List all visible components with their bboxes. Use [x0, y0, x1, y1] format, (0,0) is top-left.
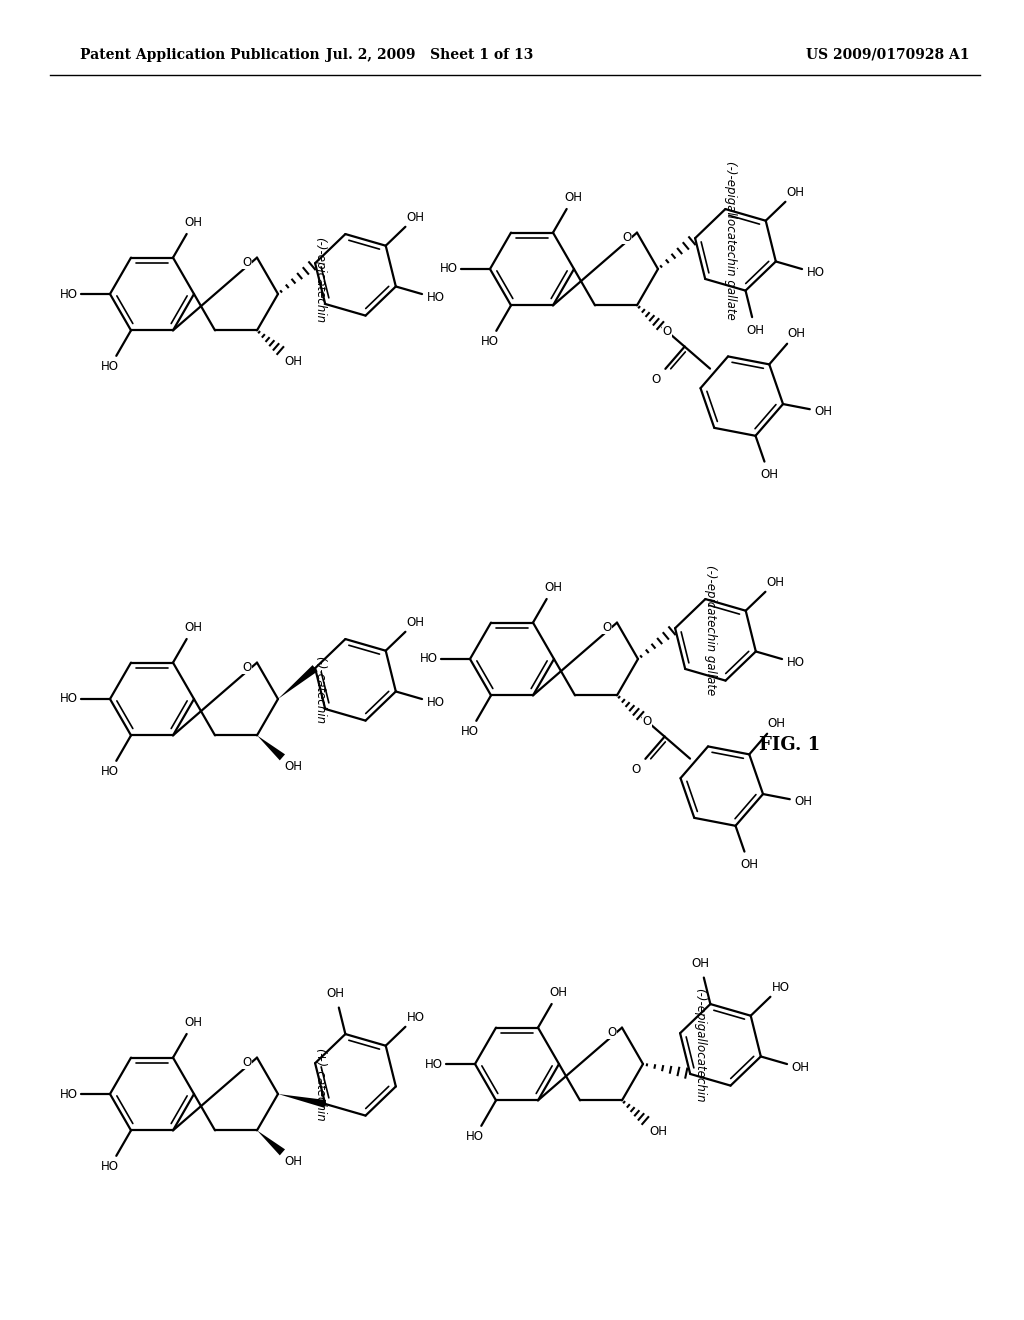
Text: OH: OH: [544, 581, 562, 594]
Polygon shape: [278, 1094, 326, 1107]
Text: OH: OH: [407, 211, 425, 223]
Text: OH: OH: [184, 622, 202, 634]
Text: OH: OH: [284, 355, 302, 368]
Text: OH: OH: [746, 325, 765, 337]
Text: HO: HO: [426, 292, 444, 305]
Text: FIG. 1: FIG. 1: [760, 737, 820, 754]
Text: HO: HO: [101, 360, 120, 372]
Text: HO: HO: [59, 288, 78, 301]
Text: OH: OH: [792, 1061, 810, 1074]
Text: OH: OH: [564, 191, 583, 205]
Text: HO: HO: [407, 1011, 425, 1023]
Text: O: O: [243, 661, 252, 675]
Text: HO: HO: [59, 693, 78, 705]
Polygon shape: [257, 735, 285, 760]
Text: OH: OH: [184, 1016, 202, 1030]
Text: OH: OH: [767, 717, 785, 730]
Text: OH: OH: [184, 216, 202, 230]
Text: (-)-epicatechin gallate: (-)-epicatechin gallate: [703, 565, 717, 696]
Text: HO: HO: [807, 267, 824, 280]
Text: O: O: [607, 1026, 616, 1039]
Text: O: O: [651, 374, 660, 385]
Text: (-)-epigallocatechin gallate: (-)-epigallocatechin gallate: [724, 161, 736, 319]
Text: HO: HO: [425, 1057, 442, 1071]
Text: OH: OH: [284, 760, 302, 774]
Text: OH: OH: [740, 858, 758, 871]
Text: OH: OH: [691, 957, 710, 970]
Text: OH: OH: [760, 469, 778, 482]
Text: OH: OH: [787, 326, 805, 339]
Polygon shape: [278, 665, 317, 700]
Polygon shape: [257, 1130, 285, 1155]
Text: O: O: [602, 622, 611, 634]
Text: (-)-epicatechin: (-)-epicatechin: [313, 236, 327, 323]
Text: HO: HO: [786, 656, 805, 669]
Text: OH: OH: [786, 186, 805, 198]
Text: HO: HO: [59, 1088, 78, 1101]
Text: (-)-catechin: (-)-catechin: [313, 656, 327, 725]
Text: OH: OH: [767, 576, 784, 589]
Text: (-)-epigallocatechin: (-)-epigallocatechin: [693, 987, 707, 1102]
Text: HO: HO: [101, 1160, 120, 1172]
Text: OH: OH: [649, 1125, 667, 1138]
Text: HO: HO: [466, 1130, 484, 1143]
Text: O: O: [243, 256, 252, 269]
Text: O: O: [243, 1056, 252, 1069]
Text: HO: HO: [771, 981, 790, 994]
Text: HO: HO: [420, 652, 437, 665]
Text: HO: HO: [461, 725, 479, 738]
Text: O: O: [623, 231, 632, 244]
Text: US 2009/0170928 A1: US 2009/0170928 A1: [807, 48, 970, 62]
Text: OH: OH: [549, 986, 567, 999]
Text: O: O: [663, 325, 672, 338]
Text: HO: HO: [481, 335, 500, 347]
Text: OH: OH: [284, 1155, 302, 1168]
Text: OH: OH: [795, 796, 813, 808]
Text: O: O: [642, 715, 651, 727]
Text: OH: OH: [814, 405, 833, 418]
Text: (+)-catechin: (+)-catechin: [313, 1048, 327, 1122]
Text: OH: OH: [407, 615, 425, 628]
Text: HO: HO: [426, 697, 444, 709]
Text: Patent Application Publication: Patent Application Publication: [80, 48, 319, 62]
Text: HO: HO: [439, 263, 458, 276]
Text: Jul. 2, 2009   Sheet 1 of 13: Jul. 2, 2009 Sheet 1 of 13: [327, 48, 534, 62]
Text: O: O: [632, 763, 641, 776]
Text: HO: HO: [101, 764, 120, 777]
Text: OH: OH: [327, 987, 344, 1001]
